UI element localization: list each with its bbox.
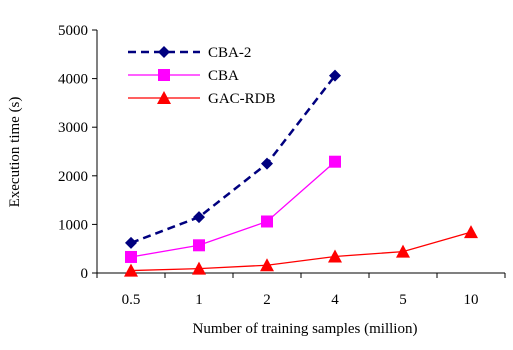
legend-label: CBA-2 <box>208 45 251 61</box>
series-cba-2 <box>125 69 341 249</box>
y-tick-label: 3000 <box>58 120 88 136</box>
legend-marker <box>157 91 171 104</box>
legend-marker <box>158 69 170 81</box>
x-tick-label: 0.5 <box>122 292 141 308</box>
x-tick-label: 1 <box>195 292 203 308</box>
series-cba <box>125 155 341 263</box>
data-point <box>193 239 205 252</box>
legend-label: CBA <box>208 68 239 84</box>
data-point <box>464 225 478 239</box>
legend-entry: GAC-RDB <box>128 91 276 107</box>
series-line <box>130 74 336 245</box>
legend-entry: CBA-2 <box>128 45 251 61</box>
y-tick-label: 1000 <box>58 217 88 233</box>
legend-entry: CBA <box>128 68 239 84</box>
data-point <box>329 155 341 168</box>
x-tick-label: 2 <box>263 292 271 308</box>
data-point <box>125 236 137 249</box>
x-tick-label: 4 <box>331 292 339 308</box>
data-point <box>328 249 342 263</box>
data-point <box>396 244 410 258</box>
legend: CBA-2 CBA GAC-RDB <box>128 45 276 107</box>
data-point <box>329 69 341 82</box>
x-tick-label: 5 <box>399 292 407 308</box>
data-point <box>260 258 274 272</box>
series-layer <box>124 69 478 277</box>
data-point <box>124 263 138 277</box>
legend-label: GAC-RDB <box>208 91 276 107</box>
x-tick-label: 10 <box>464 292 479 308</box>
axes: 0 1000 2000 3000 4000 5000 0.5 1 2 4 5 10 <box>58 23 506 308</box>
y-tick-label: 2000 <box>58 169 88 185</box>
y-axis-label: Execution time (s) <box>7 97 23 208</box>
y-tick-label: 0 <box>81 266 89 282</box>
data-point <box>261 157 273 170</box>
series-gac-rdb <box>124 225 478 277</box>
data-point <box>125 250 137 263</box>
y-tick-label: 4000 <box>58 72 88 88</box>
data-point <box>192 261 206 275</box>
data-point <box>261 215 273 228</box>
data-point <box>193 211 205 224</box>
legend-marker <box>158 46 170 58</box>
y-tick-label: 5000 <box>58 23 88 39</box>
x-axis-label: Number of training samples (million) <box>193 321 418 337</box>
series-line <box>130 231 472 272</box>
series-line <box>130 161 336 258</box>
